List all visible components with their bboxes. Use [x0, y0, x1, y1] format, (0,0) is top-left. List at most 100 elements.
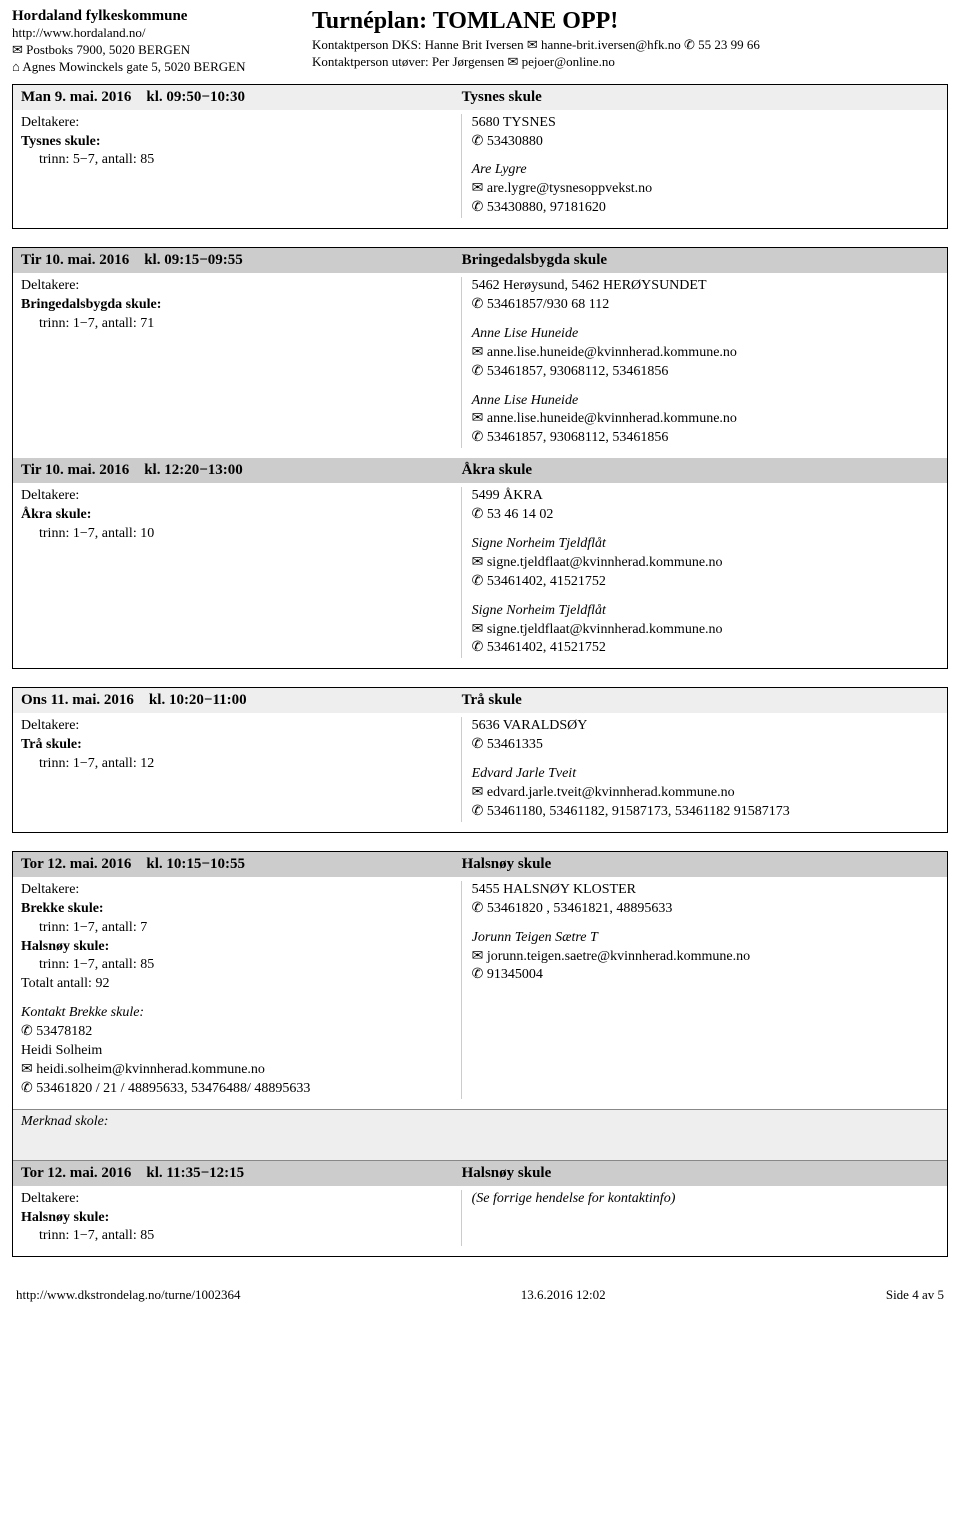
mail-icon: ✉: [527, 37, 538, 52]
event-right: 5499 ÅKRA✆ 53 46 14 02Signe Norheim Tjel…: [462, 487, 939, 658]
phone-icon: ✆: [472, 430, 484, 445]
phone-icon: ✆: [472, 967, 484, 982]
phone-icon: ✆: [472, 507, 484, 522]
mail-icon: ✉: [12, 42, 23, 57]
contact-phone: ✆ 53430880, 97181620: [472, 199, 939, 218]
deltakere-label: Deltakere:: [21, 277, 451, 296]
mail-icon: ✉: [472, 411, 484, 426]
event-left: Deltakere:Brekke skule:trinn: 1−7, antal…: [21, 881, 462, 1099]
event-place: Bringedalsbygda skule: [462, 252, 939, 269]
contact-phone: ✆ 53461857, 93068112, 53461856: [472, 429, 939, 448]
phone-icon: ✆: [21, 1024, 33, 1039]
contact-block: Edvard Jarle Tveit✉ edvard.jarle.tveit@k…: [472, 765, 939, 822]
school-name: Brekke skule:: [21, 900, 451, 919]
event-right: 5636 VARALDSØY✆ 53461335Edvard Jarle Tve…: [462, 717, 939, 821]
dks-contact: Kontaktperson DKS: Hanne Brit Iversen ✉ …: [312, 37, 948, 54]
event-datetime: Tor 12. mai. 2016 kl. 11:35−12:15: [21, 1165, 462, 1182]
event-box: Tor 12. mai. 2016 kl. 10:15−10:55Halsnøy…: [12, 851, 948, 1257]
org-name: Hordaland fylkeskommune: [12, 8, 292, 25]
footer-page: Side 4 av 5: [886, 1287, 944, 1303]
event-body: Deltakere:Brekke skule:trinn: 1−7, antal…: [13, 877, 947, 1109]
phone-icon: ✆: [472, 640, 484, 655]
event-address: 5680 TYSNES: [472, 114, 939, 133]
event-body: Deltakere:Bringedalsbygda skule:trinn: 1…: [13, 273, 947, 458]
contact-email: ✉ anne.lise.huneide@kvinnherad.kommune.n…: [472, 344, 939, 363]
contact-name: Jorunn Teigen Sætre T: [472, 929, 939, 948]
school-name: Trå skule:: [21, 736, 451, 755]
phone-icon: ✆: [472, 297, 484, 312]
school-name: Åkra skule:: [21, 506, 451, 525]
event-datetime: Tir 10. mai. 2016 kl. 09:15−09:55: [21, 252, 462, 269]
event-place: Tysnes skule: [462, 89, 939, 106]
event-phone: ✆ 53461857/930 68 112: [472, 296, 939, 315]
event-body: Deltakere:Halsnøy skule:trinn: 1−7, anta…: [13, 1186, 947, 1257]
school-detail: trinn: 1−7, antall: 85: [21, 956, 451, 975]
school-detail: trinn: 1−7, antall: 12: [21, 755, 451, 774]
footer-date: 13.6.2016 12:02: [521, 1287, 606, 1303]
contact-phone: ✆ 53461857, 93068112, 53461856: [472, 363, 939, 382]
title-block: Turnéplan: TOMLANE OPP! Kontaktperson DK…: [312, 8, 948, 76]
event-box: Man 9. mai. 2016 kl. 09:50−10:30Tysnes s…: [12, 84, 948, 229]
phone-icon: ✆: [472, 200, 484, 215]
house-icon: ⌂: [12, 59, 20, 74]
contact-phone: ✆ 53461402, 41521752: [472, 639, 939, 658]
mail-icon: ✉: [472, 181, 484, 196]
school-detail: trinn: 1−7, antall: 71: [21, 315, 451, 334]
kontakt-email: ✉ heidi.solheim@kvinnherad.kommune.no: [21, 1061, 451, 1080]
page-header: Hordaland fylkeskommune http://www.horda…: [12, 8, 948, 76]
contact-name: Anne Lise Huneide: [472, 392, 939, 411]
phone-icon: ✆: [472, 901, 484, 916]
contact-block: Jorunn Teigen Sætre T✉ jorunn.teigen.sae…: [472, 929, 939, 986]
mail-icon: ✉: [472, 622, 484, 637]
mail-icon: ✉: [472, 949, 484, 964]
contact-block: Anne Lise Huneide✉ anne.lise.huneide@kvi…: [472, 392, 939, 449]
deltakere-label: Deltakere:: [21, 487, 451, 506]
event-address: 5499 ÅKRA: [472, 487, 939, 506]
event-datetime: Man 9. mai. 2016 kl. 09:50−10:30: [21, 89, 462, 106]
event-left: Deltakere:Bringedalsbygda skule:trinn: 1…: [21, 277, 462, 448]
kontakt-phone: ✆ 53478182: [21, 1023, 451, 1042]
contact-email: ✉ edvard.jarle.tveit@kvinnherad.kommune.…: [472, 784, 939, 803]
contact-block: Signe Norheim Tjeldflåt✉ signe.tjeldflaa…: [472, 602, 939, 659]
event-left: Deltakere:Tysnes skule:trinn: 5−7, antal…: [21, 114, 462, 218]
contact-phone: ✆ 91345004: [472, 966, 939, 985]
mail-icon: ✉: [507, 54, 518, 69]
school-name: Halsnøy skule:: [21, 1209, 451, 1228]
kontakt-label: Kontakt Brekke skule:: [21, 1004, 451, 1023]
contact-email: ✉ anne.lise.huneide@kvinnherad.kommune.n…: [472, 410, 939, 429]
event-phone: ✆ 53430880: [472, 133, 939, 152]
kontakt-block: Kontakt Brekke skule:✆ 53478182Heidi Sol…: [21, 1004, 451, 1098]
org-postbox: ✉ Postboks 7900, 5020 BERGEN: [12, 42, 292, 59]
contact-phone: ✆ 53461180, 53461182, 91587173, 53461182…: [472, 803, 939, 822]
total-count: Totalt antall: 92: [21, 975, 451, 994]
utover-contact: Kontaktperson utøver: Per Jørgensen ✉ pe…: [312, 54, 948, 71]
phone-icon: ✆: [684, 37, 695, 52]
event-box: Tir 10. mai. 2016 kl. 09:15−09:55Bringed…: [12, 247, 948, 669]
phone-icon: ✆: [472, 804, 484, 819]
footer-url: http://www.dkstrondelag.no/turne/1002364: [16, 1287, 240, 1303]
org-visit: ⌂ Agnes Mowinckels gate 5, 5020 BERGEN: [12, 59, 292, 76]
mail-icon: ✉: [21, 1062, 33, 1077]
school-detail: trinn: 5−7, antall: 85: [21, 151, 451, 170]
contact-email: ✉ signe.tjeldflaat@kvinnherad.kommune.no: [472, 554, 939, 573]
event-left: Deltakere:Halsnøy skule:trinn: 1−7, anta…: [21, 1190, 462, 1247]
phone-icon: ✆: [21, 1081, 33, 1096]
contact-name: Signe Norheim Tjeldflåt: [472, 602, 939, 621]
event-address: 5636 VARALDSØY: [472, 717, 939, 736]
event-header: Tir 10. mai. 2016 kl. 12:20−13:00Åkra sk…: [13, 458, 947, 483]
org-url: http://www.hordaland.no/: [12, 25, 292, 42]
contact-block: Anne Lise Huneide✉ anne.lise.huneide@kvi…: [472, 325, 939, 382]
contact-name: Are Lygre: [472, 161, 939, 180]
contact-block: Signe Norheim Tjeldflåt✉ signe.tjeldflaa…: [472, 535, 939, 592]
event-right: 5680 TYSNES✆ 53430880Are Lygre✉ are.lygr…: [462, 114, 939, 218]
merknad-block: Merknad skole:: [13, 1109, 947, 1161]
event-phone: ✆ 53461820 , 53461821, 48895633: [472, 900, 939, 919]
event-header: Tor 12. mai. 2016 kl. 11:35−12:15Halsnøy…: [13, 1161, 947, 1186]
mail-icon: ✉: [472, 785, 484, 800]
contact-email: ✉ signe.tjeldflaat@kvinnherad.kommune.no: [472, 621, 939, 640]
event-header: Man 9. mai. 2016 kl. 09:50−10:30Tysnes s…: [13, 85, 947, 110]
school-name: Bringedalsbygda skule:: [21, 296, 451, 315]
school-name: Halsnøy skule:: [21, 938, 451, 957]
kontakt-phone2: ✆ 53461820 / 21 / 48895633, 53476488/ 48…: [21, 1080, 451, 1099]
school-detail: trinn: 1−7, antall: 10: [21, 525, 451, 544]
